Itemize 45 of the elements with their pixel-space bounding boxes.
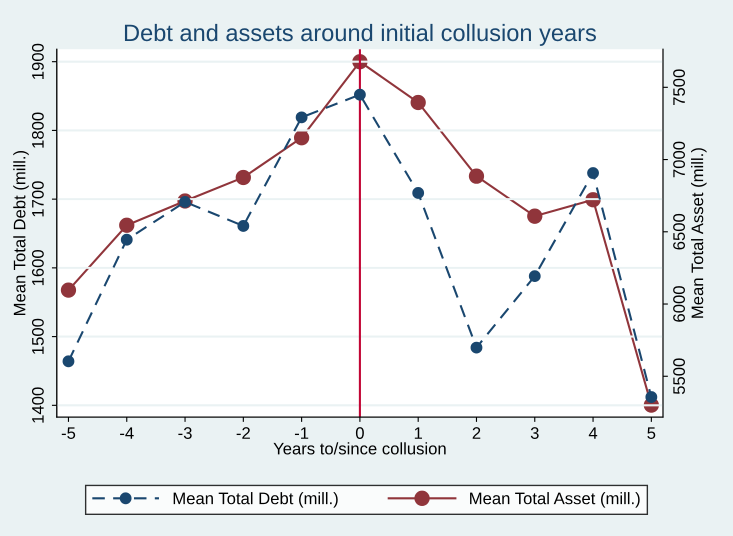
y2-tick-label: 7500 (673, 69, 685, 105)
y-tick-label: 1800 (32, 112, 44, 148)
y-axis-title: Mean Total Debt (mill.) (13, 150, 29, 315)
legend-label: Mean Total Debt (mill.) (174, 492, 338, 508)
y2-tick-label: 6500 (673, 214, 685, 250)
point (468, 168, 484, 184)
point (120, 234, 133, 246)
point (236, 170, 251, 186)
point (294, 130, 310, 146)
x-tick-label: -2 (236, 427, 250, 439)
y-tick-label: 1500 (32, 318, 44, 354)
point (296, 111, 308, 124)
x-tick-label: 0 (356, 427, 364, 439)
point (354, 88, 366, 101)
x-tick-label: 4 (588, 427, 598, 439)
y-tick-label: 1900 (32, 44, 44, 79)
x-axis-title: Years to/since collusion (273, 442, 446, 455)
x-tick-label: 2 (472, 427, 480, 439)
x-tick-label: -5 (62, 427, 76, 439)
point (119, 218, 134, 233)
x-tick-label: -3 (178, 427, 192, 439)
point (62, 355, 74, 368)
legend-label: Mean Total Asset (mill.) (470, 492, 640, 508)
point (60, 282, 76, 298)
y-tick-label: 1400 (32, 387, 44, 423)
y2-axis-title: Mean Total Asset (mill.) (691, 148, 707, 318)
y-tick-label: 1700 (32, 181, 44, 216)
point (410, 94, 426, 110)
x-tick-label: 3 (530, 427, 539, 439)
point (470, 342, 482, 354)
y2-tick-label: 6000 (673, 286, 685, 322)
x-tick-label: 1 (414, 427, 422, 439)
chart-title: Debt and assets around initial collusion years (124, 24, 596, 46)
point (587, 167, 599, 179)
x-tick-label: -4 (120, 427, 134, 439)
y2-tick-label: 7000 (673, 142, 685, 178)
y2-tick-label: 5500 (673, 358, 685, 394)
point (645, 391, 658, 403)
x-tick-label: -1 (294, 427, 308, 439)
point (412, 187, 424, 199)
point (527, 208, 542, 224)
y-tick-label: 1600 (32, 250, 44, 286)
point (528, 270, 541, 282)
x-tick-label: 5 (647, 427, 656, 439)
point (237, 220, 250, 232)
